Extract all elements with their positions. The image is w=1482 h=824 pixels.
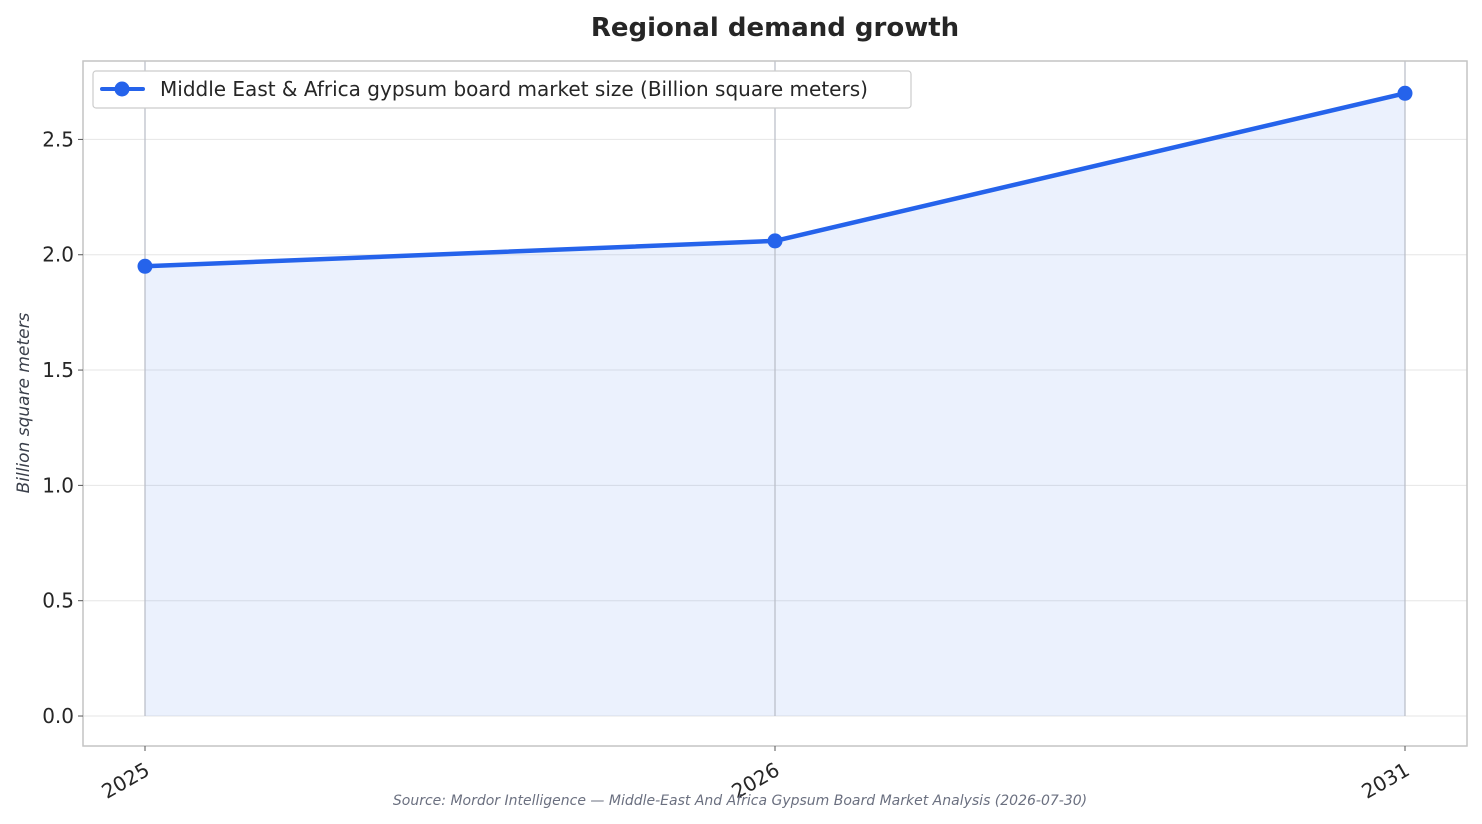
y-axis-ticks: 0.0 0.5 1.0 1.5 2.0 2.5 (42, 127, 83, 728)
data-point (767, 233, 783, 249)
y-tick-label: 2.5 (42, 127, 74, 151)
y-tick-label: 2.0 (42, 243, 74, 267)
y-tick-label: 1.0 (42, 473, 74, 497)
legend-marker-swatch (114, 81, 130, 97)
legend-box (92, 70, 912, 109)
x-tick-label: 2025 (97, 757, 153, 803)
source-note: Source: Mordor Intelligence — Middle-Eas… (393, 793, 1087, 809)
data-point (137, 258, 153, 274)
series-layer (137, 85, 1413, 274)
data-point (1397, 85, 1413, 101)
chart-title: Regional demand growth (591, 13, 959, 43)
y-tick-label: 1.5 (42, 358, 74, 382)
y-tick-label: 0.5 (42, 589, 74, 613)
y-axis-label: Billion square meters (14, 312, 34, 493)
legend-entry-label: Middle East & Africa gypsum board market… (160, 77, 868, 101)
legend: Middle East & Africa gypsum board market… (92, 70, 912, 109)
y-tick-label: 0.0 (42, 704, 74, 728)
x-tick-label: 2031 (1357, 757, 1413, 803)
x-guide-lines (144, 61, 1406, 717)
